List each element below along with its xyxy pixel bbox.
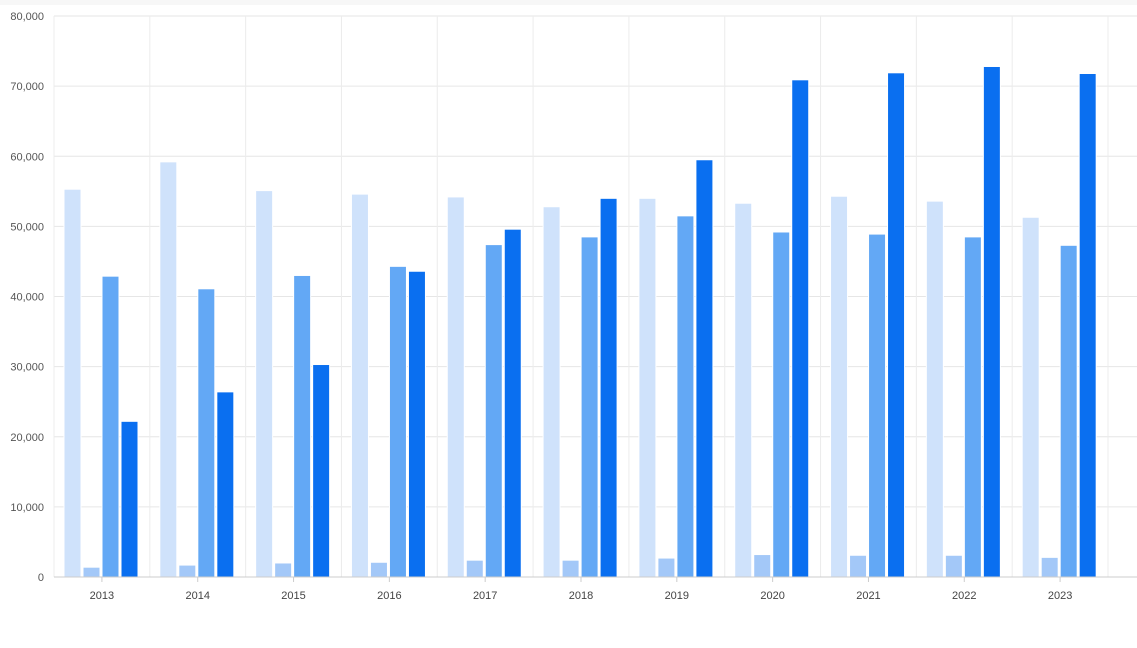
bar-2016-series-2[interactable] [369, 561, 388, 578]
bar-2019-series-4[interactable] [695, 159, 714, 578]
bar-2018-series-3[interactable] [580, 236, 599, 578]
bar-2019-series-1[interactable] [638, 197, 657, 578]
x-tick-label: 2015 [281, 590, 305, 602]
top-band [0, 0, 1137, 5]
x-tick-label: 2018 [569, 590, 593, 602]
bars [63, 65, 1097, 578]
y-tick-label: 0 [38, 572, 44, 584]
axes: 0 10,000 20,000 30,000 40,000 50,000 60,000 70,… [10, 11, 1137, 602]
bar-2014-series-4[interactable] [216, 391, 235, 578]
x-tick-label: 2021 [856, 590, 880, 602]
x-tick-label: 2017 [473, 590, 497, 602]
bar-2014-series-3[interactable] [197, 288, 216, 578]
bar-2014-series-2[interactable] [178, 564, 197, 578]
bar-2018-series-2[interactable] [561, 559, 580, 578]
bar-2017-series-1[interactable] [446, 196, 465, 578]
x-tick-label: 2020 [760, 590, 784, 602]
bar-2017-series-4[interactable] [503, 228, 522, 578]
bar-2017-series-2[interactable] [465, 559, 484, 578]
bar-2013-series-3[interactable] [101, 275, 120, 578]
bar-2021-series-2[interactable] [849, 554, 868, 578]
bar-2022-series-3[interactable] [963, 236, 982, 578]
bar-2015-series-4[interactable] [312, 364, 331, 578]
bar-2023-series-2[interactable] [1040, 556, 1059, 578]
bar-2022-series-2[interactable] [944, 554, 963, 578]
bar-2022-series-1[interactable] [925, 200, 944, 578]
bar-2017-series-3[interactable] [484, 244, 503, 578]
x-tick-label: 2014 [185, 590, 209, 602]
y-tick-label: 30,000 [10, 362, 44, 374]
bar-2020-series-2[interactable] [753, 554, 772, 578]
bar-2020-series-1[interactable] [734, 202, 753, 578]
bar-2018-series-4[interactable] [599, 197, 618, 578]
bar-2022-series-4[interactable] [982, 65, 1001, 578]
bar-2013-series-2[interactable] [82, 566, 101, 578]
bar-2023-series-1[interactable] [1021, 216, 1040, 578]
y-tick-label: 50,000 [10, 221, 44, 233]
bar-2021-series-3[interactable] [868, 233, 887, 578]
bar-2015-series-3[interactable] [293, 274, 312, 578]
bar-2015-series-2[interactable] [274, 562, 293, 578]
y-tick-label: 40,000 [10, 292, 44, 304]
x-tick-label: 2016 [377, 590, 401, 602]
bar-2016-series-1[interactable] [350, 193, 369, 578]
x-tick-label: 2013 [90, 590, 114, 602]
bar-2021-series-4[interactable] [887, 72, 906, 578]
bar-2020-series-4[interactable] [791, 79, 810, 578]
y-tick-label: 20,000 [10, 432, 44, 444]
y-tick-label: 60,000 [10, 151, 44, 163]
grid-lines [53, 15, 1137, 578]
y-tick-label: 70,000 [10, 81, 44, 93]
bar-2019-series-2[interactable] [657, 557, 676, 578]
x-tick-label: 2019 [665, 590, 689, 602]
y-tick-label: 10,000 [10, 502, 44, 514]
bar-2020-series-3[interactable] [772, 231, 791, 578]
bar-2013-series-1[interactable] [63, 188, 82, 578]
bar-2023-series-4[interactable] [1078, 73, 1097, 578]
bar-2019-series-3[interactable] [676, 215, 695, 578]
bar-2014-series-1[interactable] [159, 161, 178, 578]
bar-2013-series-4[interactable] [120, 420, 139, 578]
x-tick-label: 2023 [1048, 590, 1072, 602]
bar-2015-series-1[interactable] [255, 190, 274, 578]
x-tick-label: 2022 [952, 590, 976, 602]
bar-2016-series-4[interactable] [407, 270, 426, 578]
bar-2016-series-3[interactable] [388, 265, 407, 578]
bar-2018-series-1[interactable] [542, 206, 561, 578]
bar-2023-series-3[interactable] [1059, 244, 1078, 578]
bar-2021-series-1[interactable] [830, 195, 849, 578]
y-tick-label: 80,000 [10, 11, 44, 23]
